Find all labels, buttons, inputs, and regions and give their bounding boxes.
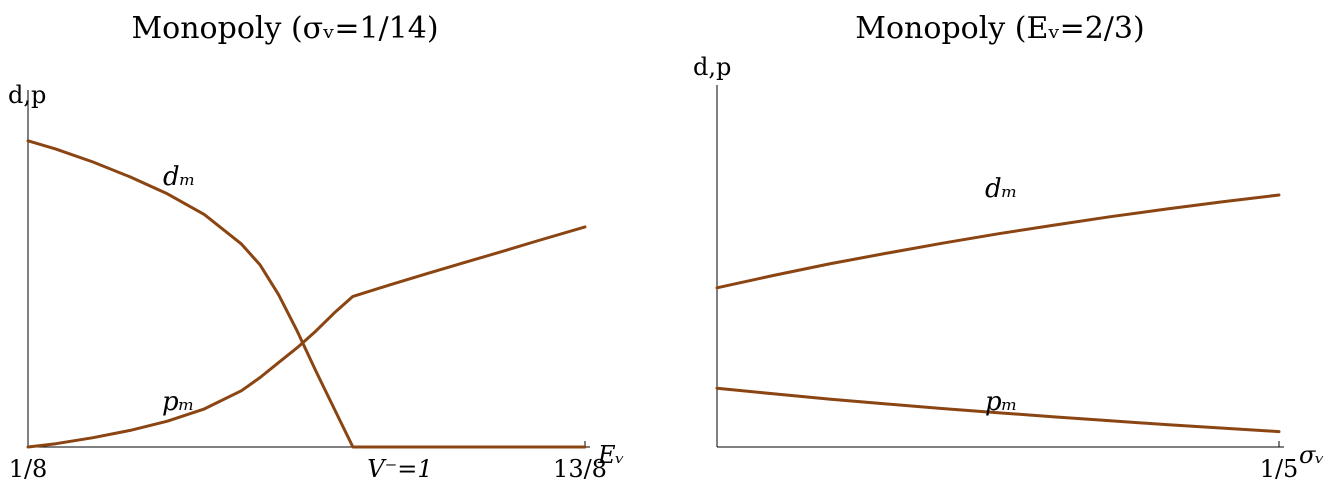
left-chart: Monopoly (σᵥ=1/14) d,p 1/8 V⁻=1 13/8 Eᵥ … (8, 11, 624, 483)
right-chart-title: Monopoly (Eᵥ=2/3) (855, 11, 1144, 46)
right-y-axis-label: d,p (693, 53, 731, 81)
left-series-p-m-label: pₘ (162, 387, 195, 417)
right-series-p-m-label: pₘ (985, 387, 1018, 417)
right-series-d-m-line (715, 193, 1281, 290)
left-series-d-m-label: dₘ (163, 162, 196, 192)
left-x-tick-label-0: 1/8 (9, 455, 48, 483)
right-chart: Monopoly (Eᵥ=2/3) d,p 1/5 σᵥ dₘ pₘ (693, 11, 1324, 483)
right-x-tick-label-0: 1/5 (1260, 455, 1299, 483)
left-series-d-m-line (26, 139, 587, 449)
left-chart-title: Monopoly (σᵥ=1/14) (131, 11, 438, 46)
left-series-p-m-line (26, 225, 587, 449)
left-y-axis-label: d,p (8, 81, 46, 109)
right-x-axis-label: σᵥ (1299, 441, 1324, 469)
left-x-tick-label-1: V⁻=1 (367, 455, 432, 483)
left-x-tick-label-2: 13/8 (553, 455, 607, 483)
right-series-d-m-label: dₘ (985, 174, 1018, 204)
right-series-p-m-line (715, 386, 1281, 434)
left-x-axis-label: Eᵥ (597, 441, 624, 469)
